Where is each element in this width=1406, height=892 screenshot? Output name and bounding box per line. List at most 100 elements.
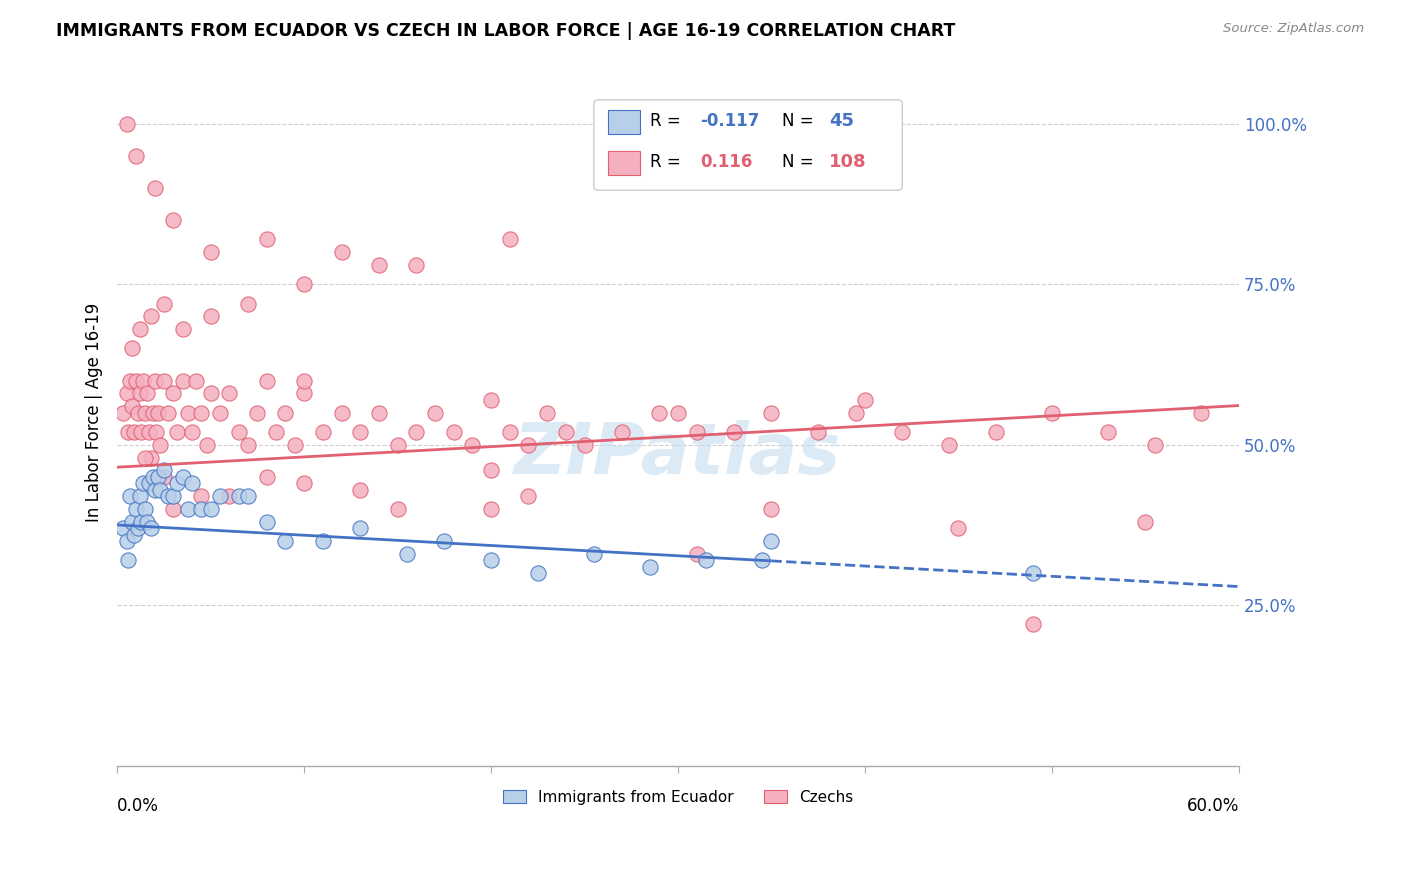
Point <box>938 438 960 452</box>
Point <box>236 296 259 310</box>
Point <box>274 406 297 420</box>
Point <box>256 515 278 529</box>
Point <box>387 502 409 516</box>
Point <box>443 425 465 439</box>
Point <box>845 406 868 420</box>
Point <box>177 502 200 516</box>
Point <box>115 534 138 549</box>
Point <box>120 489 142 503</box>
Point <box>121 515 143 529</box>
Point <box>111 521 134 535</box>
Point <box>517 489 540 503</box>
Point <box>292 476 315 491</box>
Point <box>149 438 172 452</box>
Text: 0.116: 0.116 <box>700 153 752 171</box>
Point <box>264 425 287 439</box>
Text: IMMIGRANTS FROM ECUADOR VS CZECH IN LABOR FORCE | AGE 16-19 CORRELATION CHART: IMMIGRANTS FROM ECUADOR VS CZECH IN LABO… <box>56 22 956 40</box>
Point <box>134 502 156 516</box>
Point <box>200 245 222 260</box>
Point <box>695 553 717 567</box>
Point <box>156 489 179 503</box>
Point <box>148 406 170 420</box>
Point <box>111 406 134 420</box>
Point <box>139 310 162 324</box>
Point <box>128 322 150 336</box>
Text: -0.117: -0.117 <box>700 112 759 130</box>
Point <box>526 566 548 580</box>
Point <box>138 425 160 439</box>
Point <box>162 386 184 401</box>
Point <box>128 489 150 503</box>
Point <box>172 470 194 484</box>
Point <box>666 406 689 420</box>
Point <box>554 425 576 439</box>
Point <box>121 342 143 356</box>
Point <box>156 406 179 420</box>
Point <box>292 386 315 401</box>
Point <box>139 450 162 465</box>
Point <box>479 553 502 567</box>
Point <box>891 425 914 439</box>
Point <box>132 476 155 491</box>
Point <box>246 406 269 420</box>
Point <box>751 553 773 567</box>
Point <box>134 450 156 465</box>
Point <box>330 406 353 420</box>
Point <box>948 521 970 535</box>
Point <box>131 425 153 439</box>
Point <box>132 374 155 388</box>
Point <box>162 489 184 503</box>
Point <box>236 438 259 452</box>
Point <box>127 406 149 420</box>
Point <box>686 547 709 561</box>
Point <box>200 310 222 324</box>
Point <box>139 521 162 535</box>
Point <box>807 425 830 439</box>
Point <box>853 392 876 407</box>
Point <box>349 521 371 535</box>
Point <box>117 553 139 567</box>
Point <box>153 470 176 484</box>
Point <box>200 502 222 516</box>
Point <box>479 463 502 477</box>
Point <box>122 425 145 439</box>
Point <box>517 438 540 452</box>
Text: R =: R = <box>650 112 686 130</box>
Point <box>648 406 671 420</box>
Point <box>190 406 212 420</box>
Point <box>1040 406 1063 420</box>
Point <box>228 425 250 439</box>
Point <box>136 515 159 529</box>
Text: 45: 45 <box>830 112 855 130</box>
Point <box>184 374 207 388</box>
Point <box>208 406 231 420</box>
Point <box>433 534 456 549</box>
Point <box>256 470 278 484</box>
Point <box>128 386 150 401</box>
Point <box>142 406 165 420</box>
Point <box>236 489 259 503</box>
Text: Source: ZipAtlas.com: Source: ZipAtlas.com <box>1223 22 1364 36</box>
Point <box>256 374 278 388</box>
Point <box>228 489 250 503</box>
Point <box>761 406 783 420</box>
Point <box>125 149 148 163</box>
Point <box>138 476 160 491</box>
Point <box>638 559 661 574</box>
Point <box>479 392 502 407</box>
Point <box>1189 406 1212 420</box>
Text: 0.0%: 0.0% <box>117 797 159 815</box>
Point <box>200 386 222 401</box>
Legend: Immigrants from Ecuador, Czechs: Immigrants from Ecuador, Czechs <box>496 784 859 811</box>
Point <box>181 425 204 439</box>
Text: 60.0%: 60.0% <box>1187 797 1239 815</box>
Point <box>761 502 783 516</box>
Point <box>256 232 278 246</box>
Point <box>121 399 143 413</box>
Point <box>195 438 218 452</box>
Point <box>125 502 148 516</box>
Point <box>122 527 145 541</box>
Point <box>143 374 166 388</box>
Point <box>117 425 139 439</box>
Point <box>367 406 389 420</box>
